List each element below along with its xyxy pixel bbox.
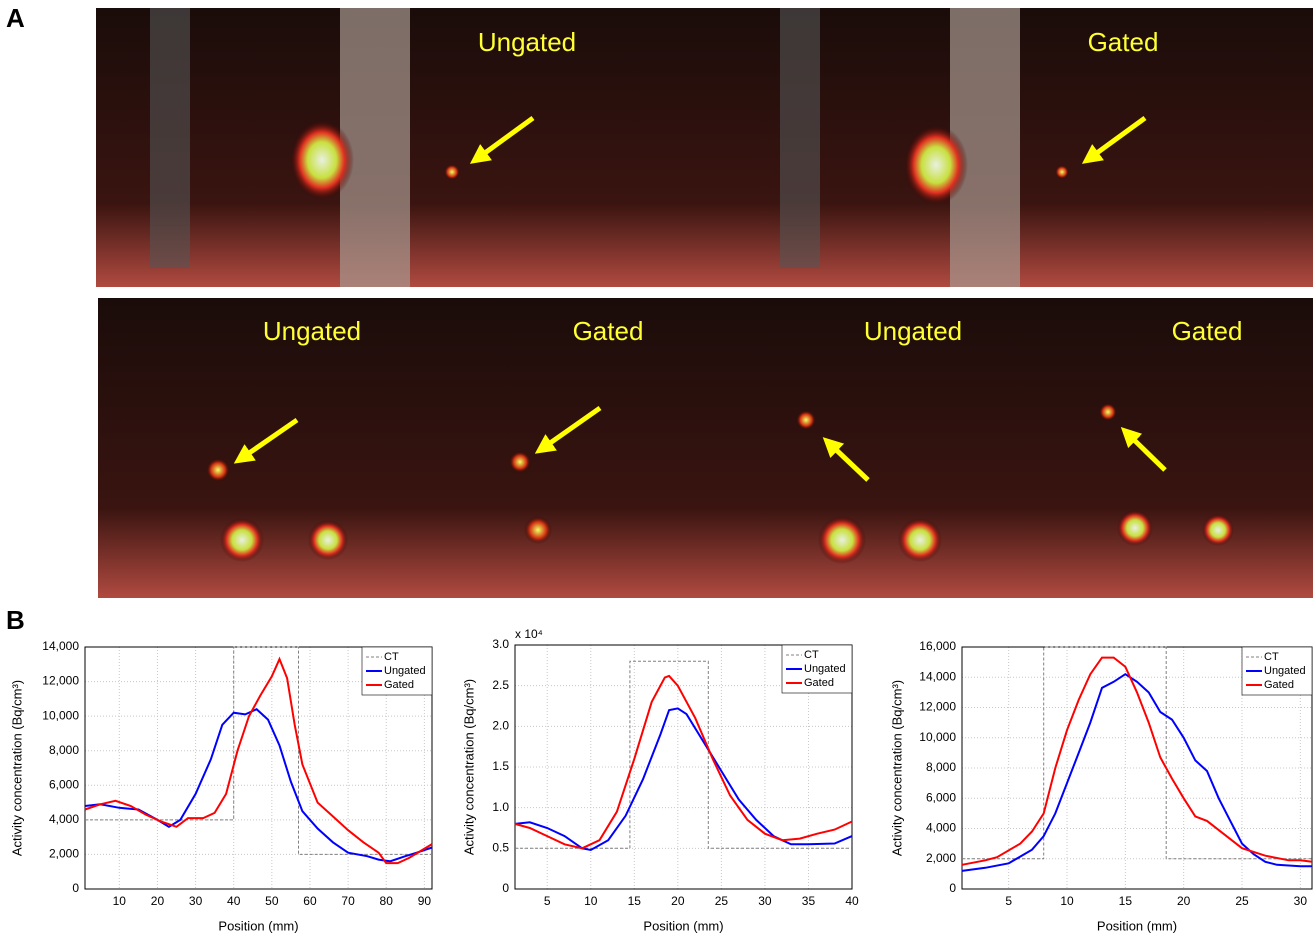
y-tick-label: 0.5 <box>492 841 509 855</box>
y-tick-label: 2.5 <box>492 678 509 692</box>
x-tick-label: 5 <box>1005 894 1012 908</box>
y-tick-label: 10,000 <box>42 708 79 722</box>
image-label: Gated <box>573 316 644 346</box>
image <box>96 8 706 287</box>
y-tick-label: 2,000 <box>49 847 79 861</box>
x-tick-label: 35 <box>802 894 816 908</box>
x-tick-label: 30 <box>758 894 772 908</box>
series-line <box>84 656 433 865</box>
image <box>706 8 1313 287</box>
x-axis-label: Position (mm) <box>218 918 298 933</box>
y-tick-label: 6,000 <box>926 790 956 804</box>
plot-frame <box>514 644 853 890</box>
y-tick-label: 2.0 <box>492 719 509 733</box>
x-tick-label: 15 <box>628 894 642 908</box>
y-tick-label: 12,000 <box>919 700 956 714</box>
image-label: Gated <box>1172 316 1243 346</box>
panel-label: A <box>6 3 25 33</box>
y-tick-label: 14,000 <box>42 639 79 653</box>
series-line <box>961 656 1313 866</box>
y-tick-label: 0 <box>502 881 509 895</box>
y-tick-label: 8,000 <box>926 760 956 774</box>
x-tick-label: 40 <box>227 894 241 908</box>
x-tick-label: 20 <box>1177 894 1191 908</box>
y-tick-label: 10,000 <box>919 730 956 744</box>
legend-label: CT <box>384 651 399 663</box>
y-tick-label: 2,000 <box>926 851 956 865</box>
image <box>696 298 996 598</box>
y-axis-label: Activity concentration (Bq/cm³) <box>461 679 476 855</box>
image-label: Ungated <box>478 27 576 57</box>
x-tick-label: 60 <box>303 894 317 908</box>
legend-label: Ungated <box>1264 665 1306 677</box>
image-label: Ungated <box>864 316 962 346</box>
legend-label: CT <box>1264 651 1279 663</box>
legend-label: Gated <box>804 677 834 689</box>
y-axis-label: Activity concentration (Bq/cm³) <box>889 680 904 856</box>
y-tick-label: 6,000 <box>49 777 79 791</box>
x-tick-label: 10 <box>584 894 598 908</box>
y-scale-label: x 10⁴ <box>515 627 543 641</box>
x-tick-label: 10 <box>113 894 127 908</box>
x-tick-label: 90 <box>418 894 432 908</box>
x-tick-label: 80 <box>380 894 394 908</box>
y-tick-label: 0 <box>72 881 79 895</box>
y-tick-label: 1.0 <box>492 800 509 814</box>
legend-label: Gated <box>384 679 414 691</box>
y-tick-label: 12,000 <box>42 674 79 688</box>
x-tick-label: 5 <box>544 894 551 908</box>
x-tick-label: 25 <box>1235 894 1249 908</box>
image <box>98 298 396 598</box>
legend-label: Ungated <box>384 665 426 677</box>
image-label: Gated <box>1088 27 1159 57</box>
y-tick-label: 14,000 <box>919 669 956 683</box>
series-line <box>85 646 432 855</box>
series-line <box>514 674 853 850</box>
legend-label: CT <box>804 649 819 661</box>
y-tick-label: 8,000 <box>49 743 79 757</box>
image <box>396 298 696 598</box>
y-tick-label: 0 <box>949 881 956 895</box>
y-axis-label: Activity concentration (Bq/cm³) <box>9 680 24 856</box>
x-tick-label: 15 <box>1119 894 1133 908</box>
panel-label: B <box>6 605 25 635</box>
y-tick-label: 1.5 <box>492 759 509 773</box>
x-tick-label: 70 <box>341 894 355 908</box>
image-label: Ungated <box>263 316 361 346</box>
y-tick-label: 16,000 <box>919 639 956 653</box>
series-line <box>515 660 852 849</box>
legend-label: Gated <box>1264 679 1294 691</box>
y-tick-label: 4,000 <box>926 821 956 835</box>
x-axis-label: Position (mm) <box>643 918 723 933</box>
x-tick-label: 25 <box>715 894 729 908</box>
y-tick-label: 3.0 <box>492 637 509 651</box>
x-tick-label: 20 <box>151 894 165 908</box>
x-tick-label: 30 <box>1294 894 1308 908</box>
x-tick-label: 10 <box>1060 894 1074 908</box>
x-axis-label: Position (mm) <box>1097 918 1177 933</box>
x-tick-label: 30 <box>189 894 203 908</box>
series-line <box>962 646 1312 860</box>
y-tick-label: 4,000 <box>49 812 79 826</box>
legend-label: Ungated <box>804 663 846 675</box>
x-tick-label: 20 <box>671 894 685 908</box>
x-tick-label: 40 <box>845 894 859 908</box>
x-tick-label: 50 <box>265 894 279 908</box>
image <box>996 298 1313 598</box>
